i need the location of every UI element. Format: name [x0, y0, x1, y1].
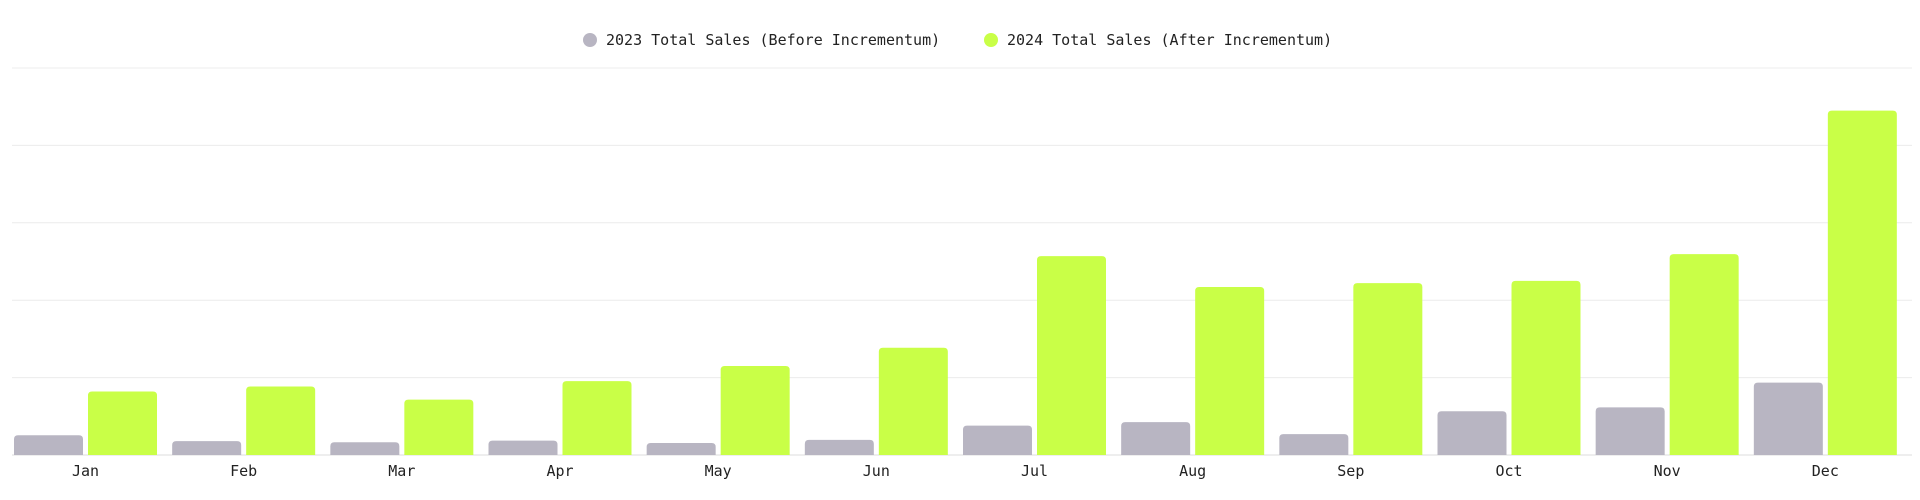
- bar-apr-2024[interactable]: [562, 381, 632, 455]
- bar-jun-2024[interactable]: [878, 347, 948, 455]
- x-tick-label: Jan: [72, 462, 99, 480]
- chart-gridlines: [12, 67, 1912, 456]
- x-tick-label: Nov: [1654, 462, 1681, 480]
- bar-may-2023[interactable]: [646, 443, 716, 455]
- x-tick-label: Jul: [1021, 462, 1048, 480]
- bar-dec-2023[interactable]: [1753, 382, 1823, 455]
- chart-bars: [14, 110, 1897, 455]
- bar-feb-2023[interactable]: [172, 441, 242, 455]
- bar-feb-2024[interactable]: [246, 386, 316, 455]
- bar-aug-2024[interactable]: [1195, 287, 1265, 455]
- x-tick-label: Sep: [1337, 462, 1364, 480]
- bar-nov-2024[interactable]: [1669, 254, 1739, 455]
- bar-jan-2024[interactable]: [88, 391, 157, 455]
- x-axis-tick-labels: Jan Feb Mar Apr May Jun Jul Aug Sep Oct Nov Dec: [72, 462, 1839, 480]
- x-tick-label: Mar: [388, 462, 415, 480]
- bar-oct-2023[interactable]: [1437, 411, 1507, 455]
- bar-nov-2023[interactable]: [1595, 407, 1665, 455]
- legend-label-2024[interactable]: 2024 Total Sales (After Incrementum): [1007, 31, 1332, 49]
- bar-may-2024[interactable]: [720, 365, 790, 455]
- bar-mar-2023[interactable]: [330, 442, 400, 455]
- x-tick-label: Aug: [1179, 462, 1206, 480]
- x-tick-label: Oct: [1495, 462, 1522, 480]
- bar-jul-2024[interactable]: [1037, 256, 1106, 455]
- legend-label-2023[interactable]: 2023 Total Sales (Before Incrementum): [606, 31, 940, 49]
- x-tick-label: Apr: [546, 462, 573, 480]
- chart-legend[interactable]: 2023 Total Sales (Before Incrementum) 20…: [583, 31, 1332, 49]
- bar-sep-2024[interactable]: [1353, 283, 1423, 455]
- x-tick-label: Dec: [1812, 462, 1839, 480]
- legend-marker-2023[interactable]: [583, 33, 597, 47]
- bar-sep-2023[interactable]: [1279, 434, 1349, 455]
- bar-apr-2023[interactable]: [488, 440, 558, 455]
- x-tick-label: Feb: [230, 462, 257, 480]
- bar-jan-2023[interactable]: [14, 435, 83, 455]
- x-tick-label: Jun: [863, 462, 890, 480]
- bar-jul-2023[interactable]: [963, 425, 1032, 455]
- bar-mar-2024[interactable]: [404, 399, 474, 455]
- x-tick-label: May: [705, 462, 732, 480]
- bar-aug-2023[interactable]: [1121, 422, 1191, 455]
- bar-dec-2024[interactable]: [1827, 110, 1897, 455]
- bar-oct-2024[interactable]: [1511, 280, 1581, 455]
- bar-jun-2023[interactable]: [804, 439, 874, 455]
- legend-marker-2024[interactable]: [984, 33, 998, 47]
